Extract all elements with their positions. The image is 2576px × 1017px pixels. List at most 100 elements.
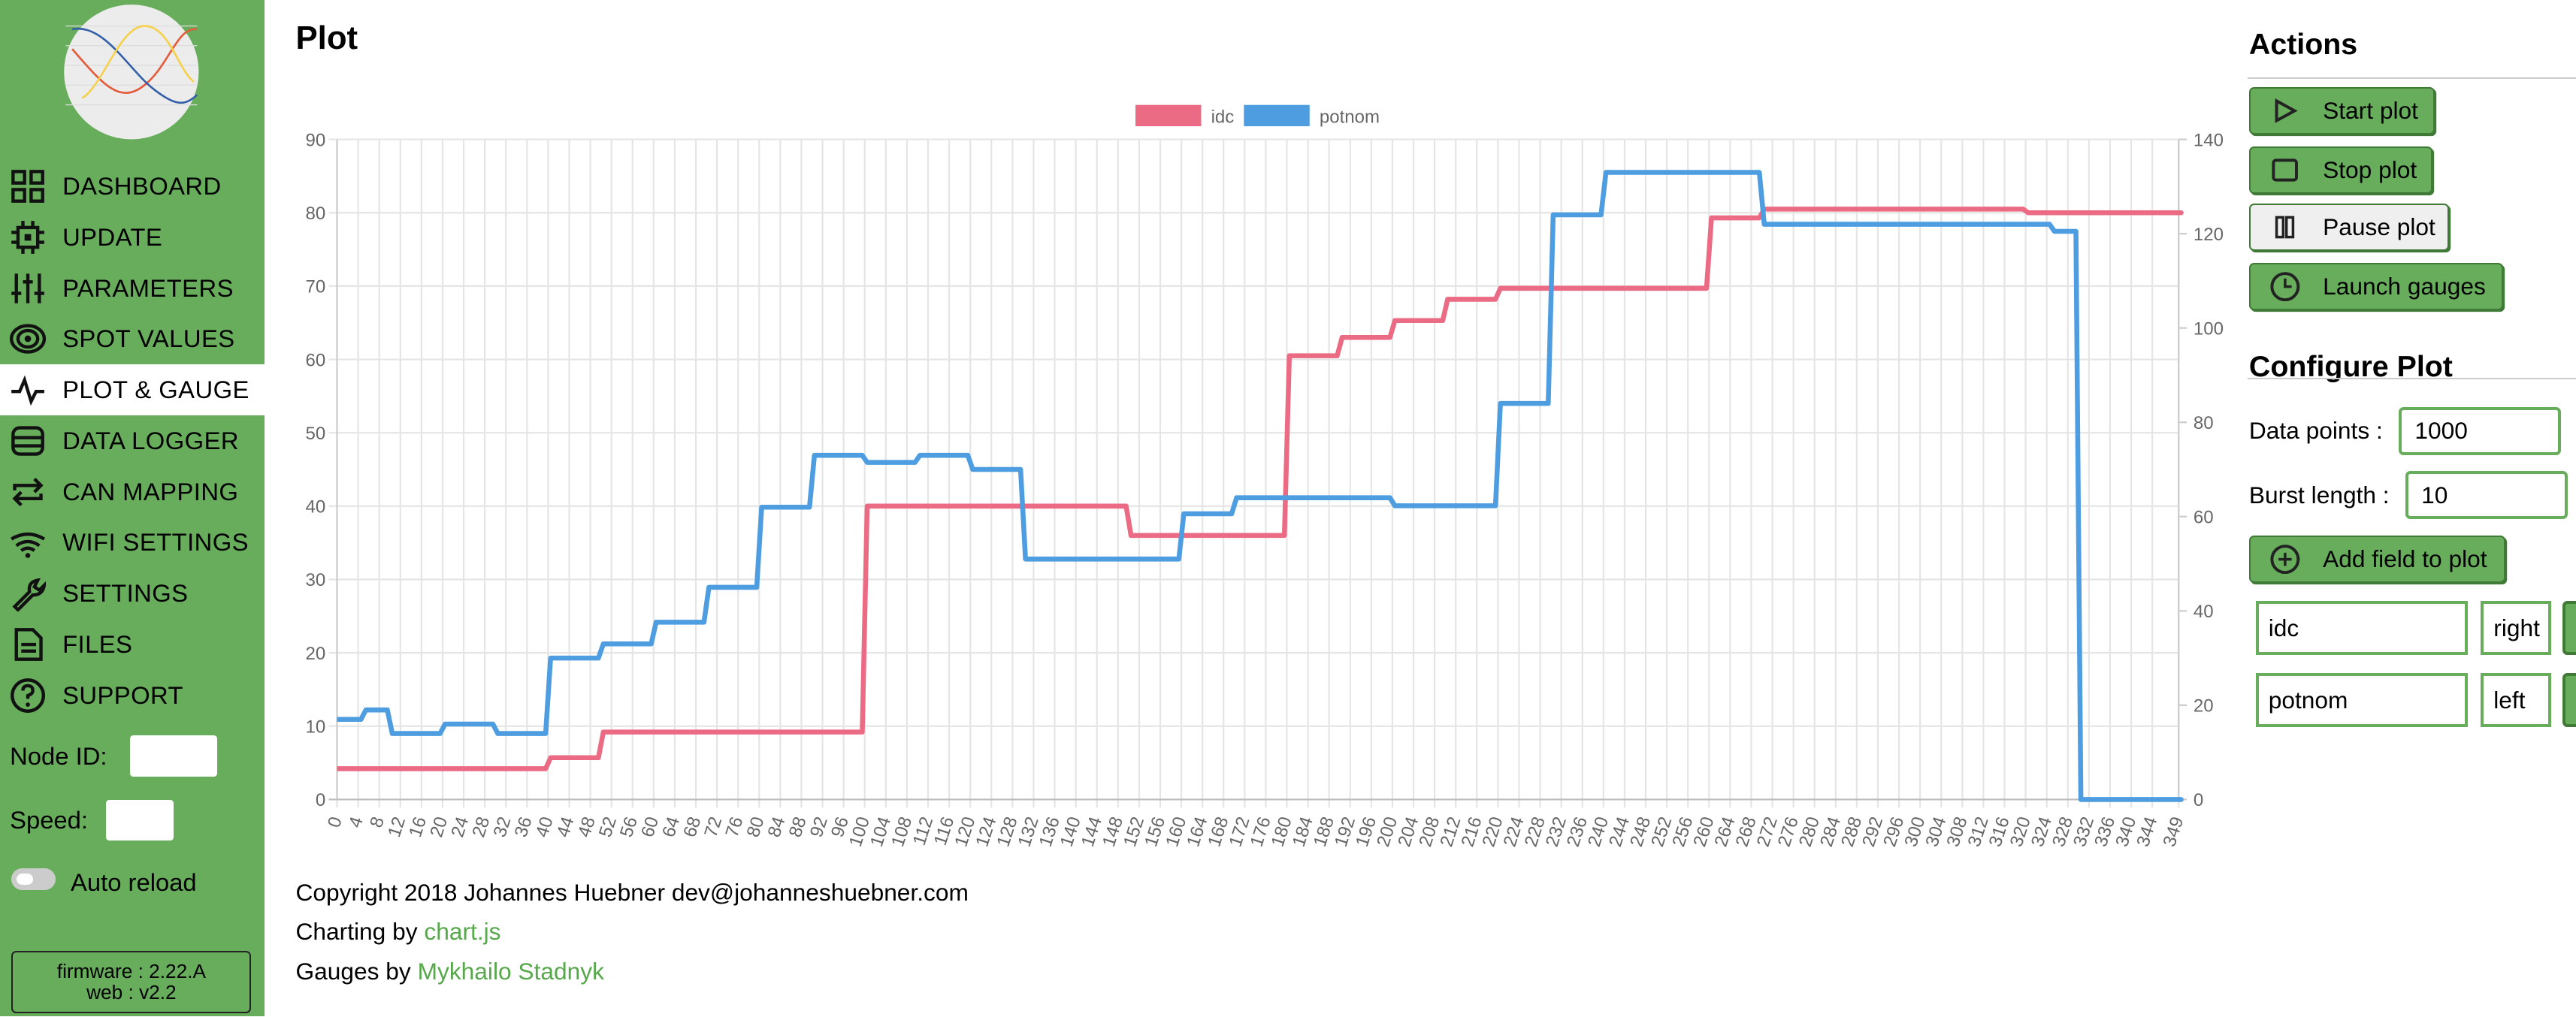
x-tick-label: 48	[574, 814, 600, 840]
y-left-tick-label: 70	[305, 277, 325, 297]
speed-row: Speed:	[10, 799, 174, 841]
help-icon	[10, 677, 46, 714]
x-tick-label: 64	[658, 814, 684, 840]
wifi-icon	[10, 524, 46, 560]
sidebar-item-support[interactable]: SUPPORT	[0, 670, 265, 721]
y-left-tick-label: 10	[305, 717, 325, 738]
speed-input[interactable]	[106, 799, 174, 841]
sidebar-item-label: DATA LOGGER	[62, 426, 239, 454]
legend-swatch-idc	[1135, 104, 1202, 127]
field-axis-select[interactable]: right	[2481, 601, 2552, 656]
x-tick-label: 12	[384, 814, 410, 840]
sidebar-item-data-logger[interactable]: DATA LOGGER	[0, 415, 265, 466]
sidebar-item-update[interactable]: UPDATE	[0, 212, 265, 263]
x-tick-label: 20	[426, 814, 452, 840]
sidebar-item-label: SPOT VALUES	[62, 324, 235, 353]
start-plot-button[interactable]: Start plot	[2248, 86, 2435, 134]
clock-icon	[2267, 271, 2303, 301]
burst-length-label: Burst length :	[2248, 481, 2390, 508]
actions-heading: Actions	[2248, 28, 2358, 62]
x-tick-label: 60	[637, 814, 663, 840]
node-id-input[interactable]	[130, 735, 217, 777]
gauges-author-link[interactable]: Mykhailo Stadnyk	[417, 957, 604, 985]
y-left-tick-label: 80	[305, 204, 325, 224]
x-tick-label: 36	[510, 814, 536, 840]
y-right-tick-label: 40	[2194, 602, 2214, 622]
sidebar-item-label: FILES	[62, 630, 133, 658]
x-tick-label: 349	[2159, 814, 2187, 849]
y-left-tick-label: 60	[305, 351, 325, 371]
sidebar-item-parameters[interactable]: PARAMETERS	[0, 263, 265, 314]
y-left-tick-label: 90	[305, 131, 325, 151]
auto-reload-toggle[interactable]	[11, 868, 56, 890]
logo	[64, 5, 199, 140]
sidebar-item-label: PARAMETERS	[62, 273, 234, 302]
launch-gauges-label: Launch gauges	[2323, 272, 2486, 300]
y-right-tick-label: 0	[2194, 790, 2203, 810]
legend-label-potnom: potnom	[1320, 107, 1380, 128]
field-name-input[interactable]: idc	[2255, 601, 2468, 656]
database-icon	[10, 423, 46, 459]
x-tick-label: 52	[595, 814, 621, 840]
x-tick-label: 0	[324, 814, 346, 830]
pause-plot-button[interactable]: Pause plot	[2248, 204, 2450, 252]
sidebar-item-label: WIFI SETTINGS	[62, 528, 249, 557]
x-tick-label: 76	[721, 814, 747, 840]
launch-gauges-button[interactable]: Launch gauges	[2248, 262, 2504, 310]
copyright: Copyright 2018 Johannes Huebner dev@joha…	[295, 878, 969, 906]
sidebar-item-label: UPDATE	[62, 222, 163, 251]
sidebar-item-files[interactable]: FILES	[0, 619, 265, 670]
wrench-icon	[10, 575, 47, 612]
burst-length-input[interactable]: 10	[2405, 471, 2568, 519]
x-tick-label: 80	[742, 814, 768, 840]
legend-label-idc: idc	[1211, 107, 1234, 128]
repeat-icon	[10, 474, 46, 510]
node-id-row: Node ID:	[10, 735, 217, 777]
add-field-label: Add field to plot	[2323, 545, 2487, 572]
pause-icon	[2267, 214, 2303, 240]
sidebar-item-dashboard[interactable]: DASHBOARD	[0, 161, 265, 212]
sidebar-item-plot-gauge[interactable]: PLOT & GAUGE	[0, 364, 265, 416]
pause-plot-label: Pause plot	[2323, 213, 2435, 241]
sidebar-item-can-mapping[interactable]: CAN MAPPING	[0, 466, 265, 518]
sidebar-item-label: SETTINGS	[62, 579, 189, 608]
x-tick-label: 24	[447, 814, 473, 840]
y-right-tick-label: 20	[2194, 696, 2214, 717]
stop-plot-button[interactable]: Stop plot	[2248, 146, 2433, 194]
sidebar-item-settings[interactable]: SETTINGS	[0, 568, 265, 619]
start-plot-label: Start plot	[2323, 96, 2418, 124]
x-tick-label: 4	[345, 814, 367, 830]
sidebar-item-spot-values[interactable]: SPOT VALUES	[0, 314, 265, 365]
pulse-icon	[10, 372, 46, 408]
field-name-input[interactable]: potnom	[2255, 673, 2468, 728]
sidebar-item-wifi-settings[interactable]: WIFI SETTINGS	[0, 518, 265, 569]
right-panel: Actions Start plot Stop plot Pause plot …	[2247, 0, 2576, 1016]
x-tick-label: 32	[489, 814, 515, 840]
charting-prefix: Charting by	[295, 918, 425, 946]
y-left-tick-label: 50	[305, 424, 325, 444]
divider	[2247, 77, 2576, 79]
x-tick-label: 72	[700, 814, 726, 840]
web-version: web : v2.2	[86, 981, 177, 1004]
series-line-potnom	[337, 170, 2184, 802]
sidebar-item-label: PLOT & GAUGE	[62, 376, 249, 404]
sidebar-item-label: CAN MAPPING	[62, 477, 239, 505]
x-tick-label: 88	[785, 814, 810, 840]
configure-heading: Configure Plot	[2248, 349, 2453, 383]
y-left-tick-label: 20	[305, 644, 325, 664]
page-title: Plot	[295, 20, 358, 57]
file-icon	[10, 626, 46, 662]
remove-field-button[interactable]	[2562, 673, 2576, 728]
remove-field-button[interactable]	[2562, 601, 2576, 656]
legend-swatch-potnom	[1243, 104, 1310, 127]
speed-label: Speed:	[10, 805, 89, 834]
field-axis-select[interactable]: left	[2481, 673, 2552, 728]
stop-icon	[2267, 157, 2303, 183]
add-field-button[interactable]: Add field to plot	[2248, 535, 2505, 583]
data-points-input[interactable]: 1000	[2398, 407, 2562, 455]
chartjs-link[interactable]: chart.js	[424, 918, 501, 946]
sidebar: DASHBOARD UPDATE PARAMETERS SPOT VALUES PLOT…	[0, 0, 265, 1017]
y-right-tick-label: 100	[2194, 319, 2224, 340]
x-tick-label: 16	[405, 814, 431, 840]
y-left-tick-label: 40	[305, 497, 325, 518]
